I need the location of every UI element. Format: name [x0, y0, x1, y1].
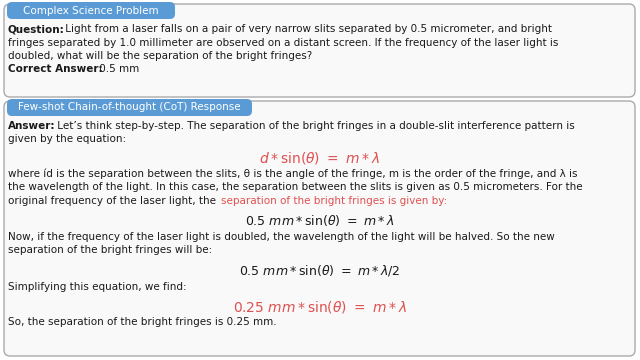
- Text: separation of the bright fringes is given by:: separation of the bright fringes is give…: [221, 196, 447, 206]
- Text: original frequency of the laser light, the: original frequency of the laser light, t…: [8, 196, 220, 206]
- FancyBboxPatch shape: [4, 4, 635, 97]
- Text: Simplifying this equation, we find:: Simplifying this equation, we find:: [8, 282, 187, 292]
- Text: separation of the bright fringes will be:: separation of the bright fringes will be…: [8, 245, 212, 255]
- Text: where íd is the separation between the slits, θ is the angle of the fringe, m is: where íd is the separation between the s…: [8, 169, 577, 179]
- Text: Let’s think step-by-step. The separation of the bright fringes in a double-slit : Let’s think step-by-step. The separation…: [54, 121, 575, 131]
- Text: the wavelength of the light. In this case, the separation between the slits is g: the wavelength of the light. In this cas…: [8, 183, 582, 193]
- Text: Light from a laser falls on a pair of very narrow slits separated by 0.5 microme: Light from a laser falls on a pair of ve…: [62, 24, 552, 34]
- Text: 0.5 mm: 0.5 mm: [96, 64, 140, 75]
- Text: Few-shot Chain-of-thought (CoT) Response: Few-shot Chain-of-thought (CoT) Response: [18, 103, 241, 112]
- Text: Correct Answer:: Correct Answer:: [8, 64, 102, 75]
- Text: fringes separated by 1.0 millimeter are observed on a distant screen. If the fre: fringes separated by 1.0 millimeter are …: [8, 37, 558, 48]
- FancyBboxPatch shape: [7, 2, 175, 19]
- Text: $d * \sin(\theta)\ =\ m * \lambda$: $d * \sin(\theta)\ =\ m * \lambda$: [259, 150, 381, 166]
- Text: given by the equation:: given by the equation:: [8, 135, 126, 144]
- Text: $0.5\ mm * \sin(\theta)\ =\ m * \lambda/2$: $0.5\ mm * \sin(\theta)\ =\ m * \lambda/…: [239, 264, 401, 278]
- Text: Complex Science Problem: Complex Science Problem: [23, 5, 159, 15]
- Text: doubled, what will be the separation of the bright fringes?: doubled, what will be the separation of …: [8, 51, 312, 61]
- FancyBboxPatch shape: [7, 99, 252, 116]
- Text: $0.25\ mm * \sin(\theta)\ =\ m * \lambda$: $0.25\ mm * \sin(\theta)\ =\ m * \lambda…: [233, 299, 407, 315]
- Text: $0.5\ mm * \sin(\theta)\ =\ m * \lambda$: $0.5\ mm * \sin(\theta)\ =\ m * \lambda$: [245, 213, 395, 229]
- Text: Answer:: Answer:: [8, 121, 56, 131]
- Text: Now, if the frequency of the laser light is doubled, the wavelength of the light: Now, if the frequency of the laser light…: [8, 232, 555, 242]
- Text: Question:: Question:: [8, 24, 65, 34]
- Text: So, the separation of the bright fringes is 0.25 mm.: So, the separation of the bright fringes…: [8, 318, 276, 328]
- FancyBboxPatch shape: [4, 101, 635, 356]
